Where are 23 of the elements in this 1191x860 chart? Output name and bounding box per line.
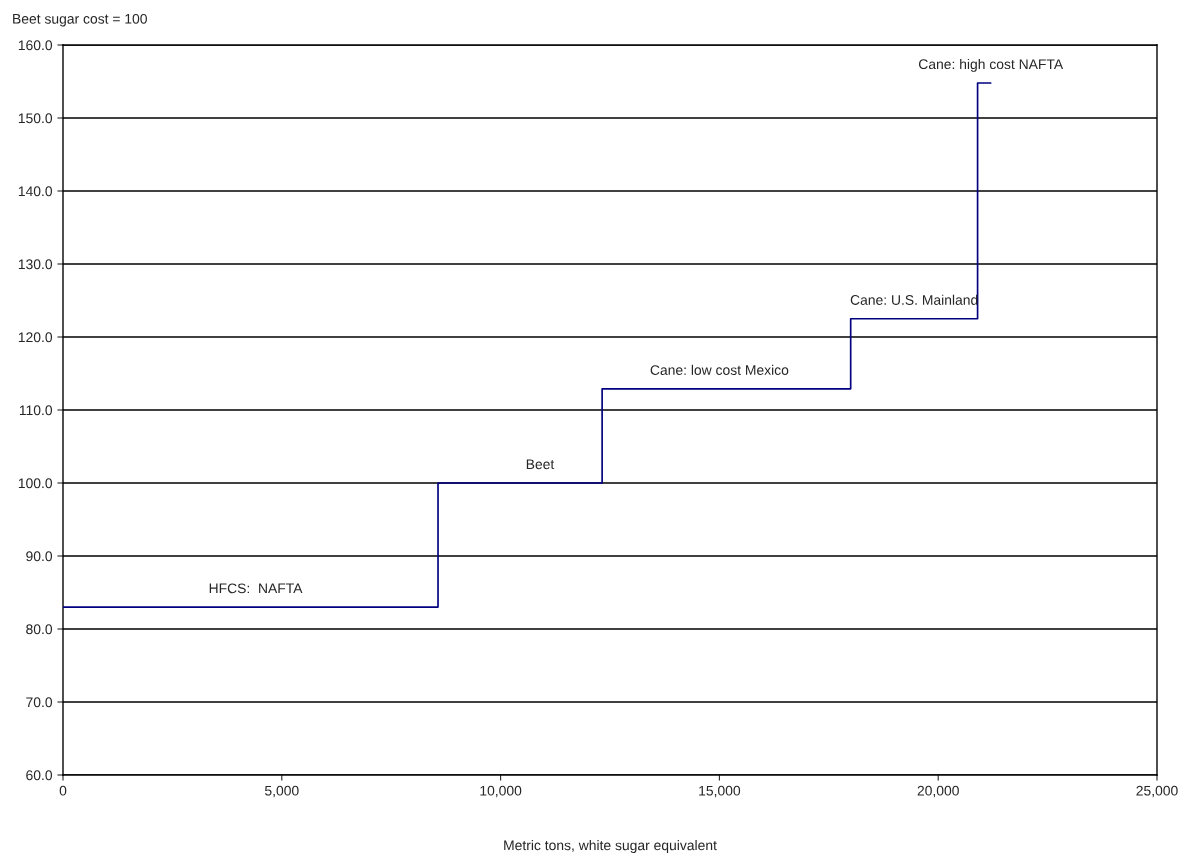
x-tick-label: 0 (59, 785, 67, 796)
annotation: Cane: low cost Mexico (650, 364, 789, 375)
x-tick-label: 20,000 (917, 785, 959, 798)
x-tick-label: 15,000 (699, 785, 741, 798)
annotation: Beet (526, 459, 555, 470)
y-tick-label: 150.0 (18, 113, 53, 124)
y-tick-label: 120.0 (18, 332, 53, 343)
annotation: Cane: high cost NAFTA (918, 58, 1064, 72)
x-tick-label: 10,000 (480, 785, 522, 798)
y-tick-label: 70.0 (26, 697, 53, 708)
x-tick-label: 25,000 (1136, 785, 1178, 798)
y-tick-label: 80.0 (26, 624, 53, 635)
y-tick-label: 90.0 (26, 551, 53, 562)
x-tick-label: 5,000 (264, 785, 299, 798)
y-tick-label: 110.0 (19, 405, 53, 416)
y-tick-label: 130.0 (18, 259, 53, 270)
y-axis-title: Beet sugar cost = 100 (13, 13, 147, 27)
y-tick-label: 140.0 (18, 186, 53, 197)
annotation: HFCS: NAFTA (209, 583, 303, 594)
x-axis-title: Metric tons, white sugar equivalent (504, 840, 717, 853)
y-tick-label: 60.0 (26, 770, 53, 781)
y-tick-label: 100.0 (18, 478, 53, 489)
y-tick-label: 160.0 (18, 40, 53, 51)
